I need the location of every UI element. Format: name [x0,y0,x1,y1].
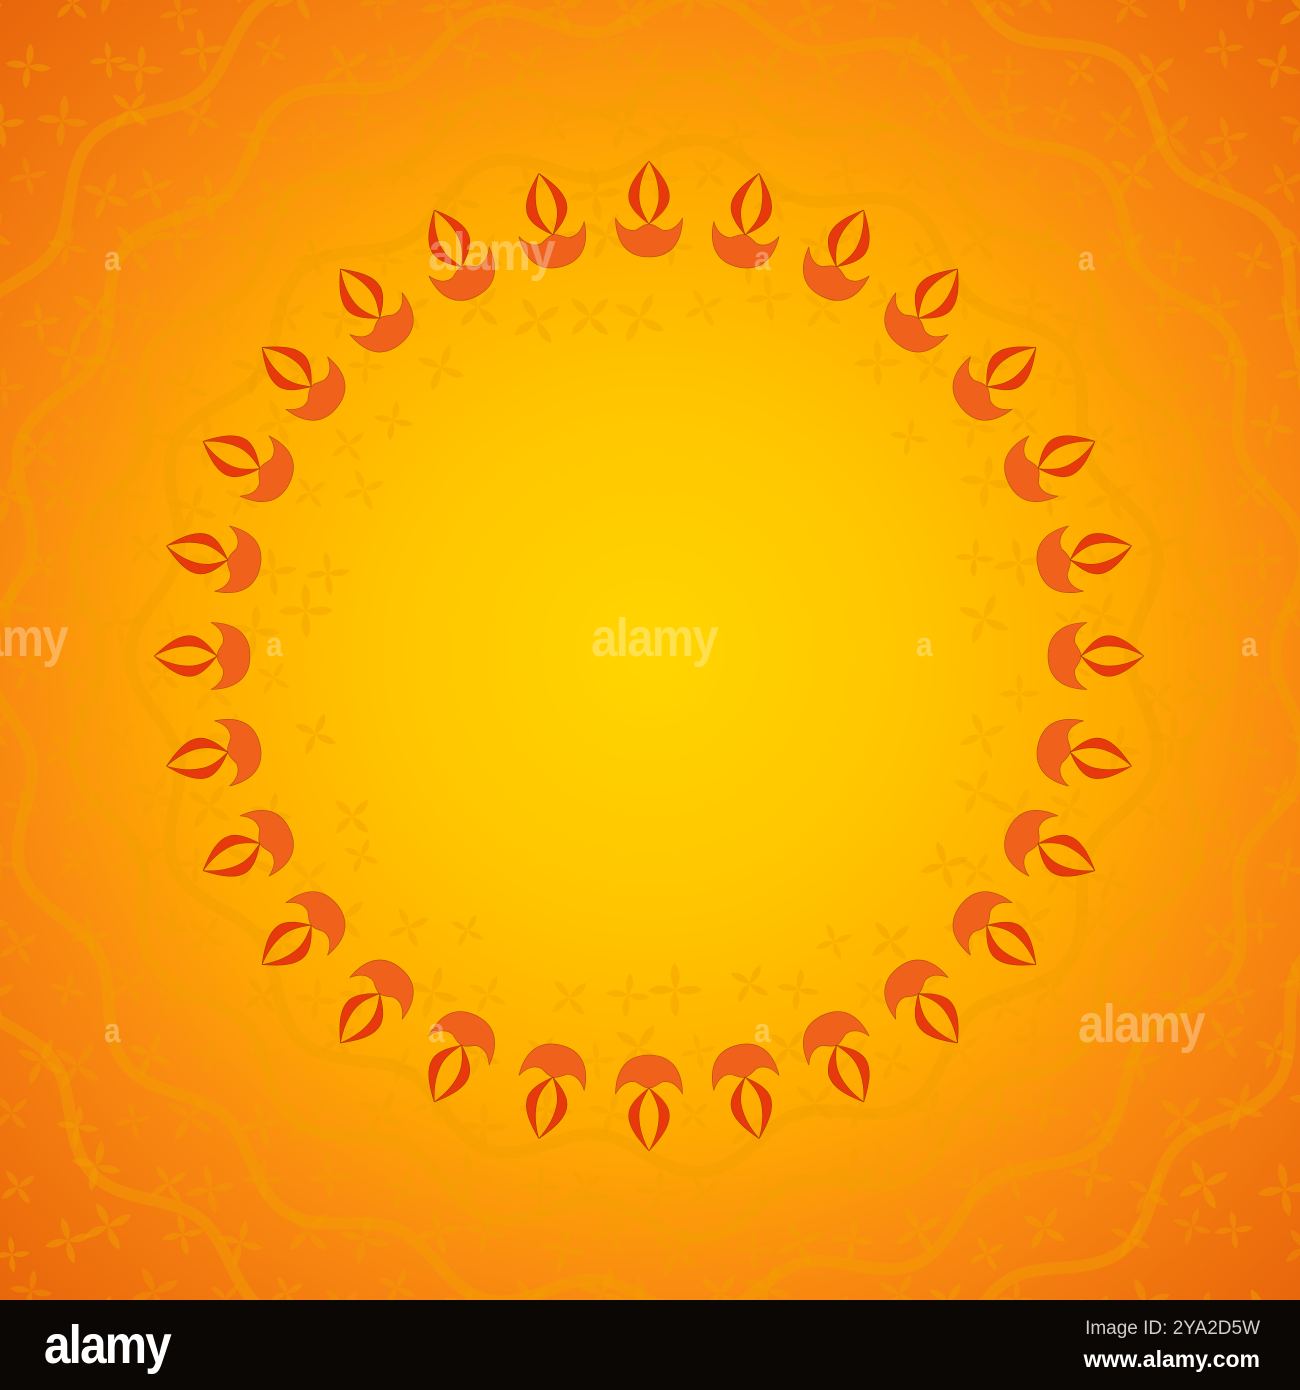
svg-text:a: a [916,625,934,663]
svg-text:a: a [1078,239,1096,277]
svg-text:a: a [1241,625,1259,663]
svg-text:a: a [754,1011,772,1049]
svg-text:a: a [428,1011,446,1049]
svg-text:a: a [266,625,284,663]
svg-text:a: a [104,239,122,277]
svg-text:a: a [104,1011,122,1049]
svg-text:alamy: alamy [1078,993,1206,1054]
svg-text:a: a [754,239,772,277]
svg-text:alamy: alamy [428,221,556,282]
svg-text:alamy: alamy [591,607,719,668]
svg-text:alamy: alamy [0,607,69,668]
